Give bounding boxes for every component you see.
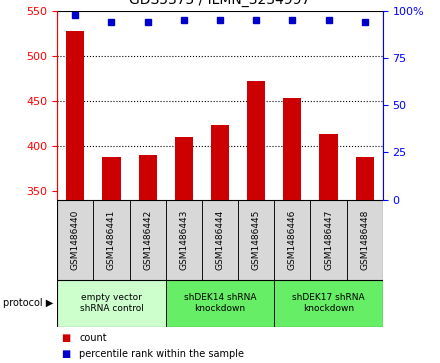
Bar (175, 137, 193, 200)
Bar (93, 200, 129, 280)
Text: count: count (79, 333, 107, 343)
Text: empty vector
shRNA control: empty vector shRNA control (80, 293, 143, 313)
Bar (166, 280, 274, 327)
Bar (139, 155, 157, 200)
Bar (66, 30, 84, 200)
Text: ■: ■ (62, 333, 71, 343)
Text: protocol ▶: protocol ▶ (3, 298, 53, 308)
Bar (319, 134, 337, 200)
Text: GSM1486445: GSM1486445 (252, 209, 260, 270)
Bar (202, 200, 238, 280)
Bar (166, 200, 202, 280)
Text: GSM1486440: GSM1486440 (71, 209, 80, 270)
Bar (57, 200, 93, 280)
Bar (311, 200, 347, 280)
Text: GSM1486443: GSM1486443 (180, 209, 188, 270)
Bar (57, 280, 166, 327)
Text: percentile rank within the sample: percentile rank within the sample (79, 349, 244, 359)
Bar (103, 156, 121, 200)
Bar (129, 200, 166, 280)
Text: GSM1486448: GSM1486448 (360, 209, 369, 270)
Text: GSM1486447: GSM1486447 (324, 209, 333, 270)
Text: shDEK14 shRNA
knockdown: shDEK14 shRNA knockdown (184, 293, 256, 313)
Bar (283, 98, 301, 200)
Bar (247, 81, 265, 200)
Text: GSM1486444: GSM1486444 (216, 209, 224, 270)
Title: GDS5375 / ILMN_3234997: GDS5375 / ILMN_3234997 (129, 0, 311, 7)
Bar (274, 280, 383, 327)
Bar (347, 200, 383, 280)
Text: shDEK17 shRNA
knockdown: shDEK17 shRNA knockdown (292, 293, 365, 313)
Text: ■: ■ (62, 349, 71, 359)
Bar (274, 200, 311, 280)
Text: GSM1486442: GSM1486442 (143, 209, 152, 270)
Text: GSM1486446: GSM1486446 (288, 209, 297, 270)
Text: GSM1486441: GSM1486441 (107, 209, 116, 270)
Bar (211, 125, 229, 200)
Bar (238, 200, 274, 280)
Bar (356, 156, 374, 200)
